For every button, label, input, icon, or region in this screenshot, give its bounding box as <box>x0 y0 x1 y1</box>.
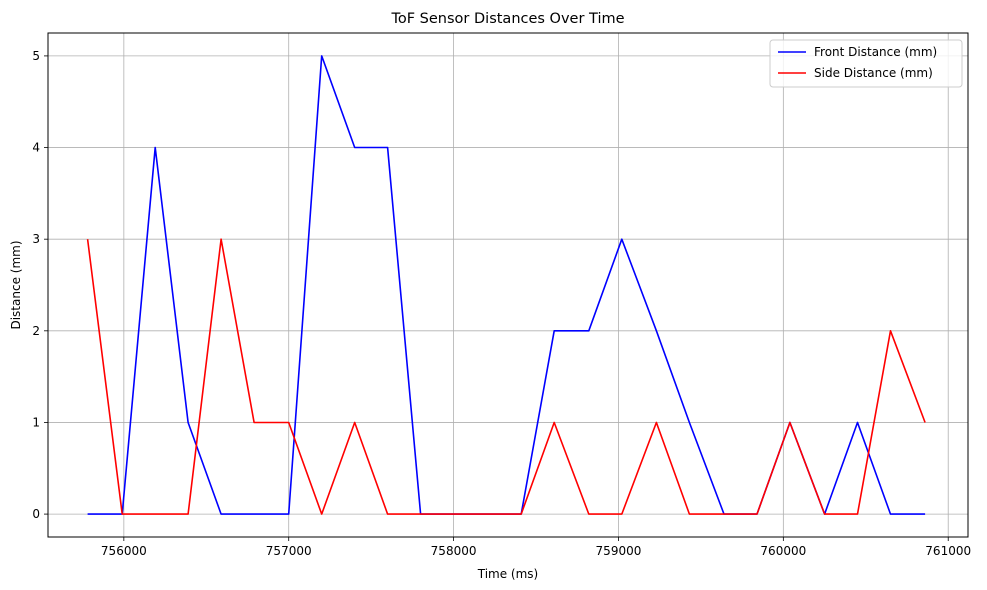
legend: Front Distance (mm) Side Distance (mm) <box>769 39 963 88</box>
x-tick-label: 757000 <box>266 544 312 558</box>
legend-label-front: Front Distance (mm) <box>814 45 937 59</box>
x-tick-label: 759000 <box>596 544 642 558</box>
axis-ticks: 756000 757000 758000 759000 760000 761000 0 1 2 3… <box>32 49 971 558</box>
legend-box <box>769 39 963 88</box>
y-tick-label: 2 <box>32 324 40 338</box>
series-line-side <box>86 238 926 515</box>
legend-label-side: Side Distance (mm) <box>814 66 933 80</box>
grid <box>48 33 968 537</box>
x-tick-label: 761000 <box>925 544 971 558</box>
chart-title: ToF Sensor Distances Over Time <box>390 11 624 27</box>
series-lines <box>86 55 926 515</box>
x-axis-title: Time (ms) <box>477 567 539 581</box>
x-tick-label: 760000 <box>760 544 806 558</box>
y-tick-label: 0 <box>32 507 40 521</box>
plot-area-frame <box>47 32 969 538</box>
x-tick-label: 756000 <box>101 544 147 558</box>
x-tick-label: 758000 <box>431 544 477 558</box>
y-tick-label: 4 <box>32 141 40 155</box>
y-tick-label: 1 <box>32 415 40 429</box>
y-tick-label: 3 <box>32 232 40 246</box>
y-axis-title: Distance (mm) <box>9 240 23 329</box>
y-tick-label: 5 <box>32 49 40 63</box>
